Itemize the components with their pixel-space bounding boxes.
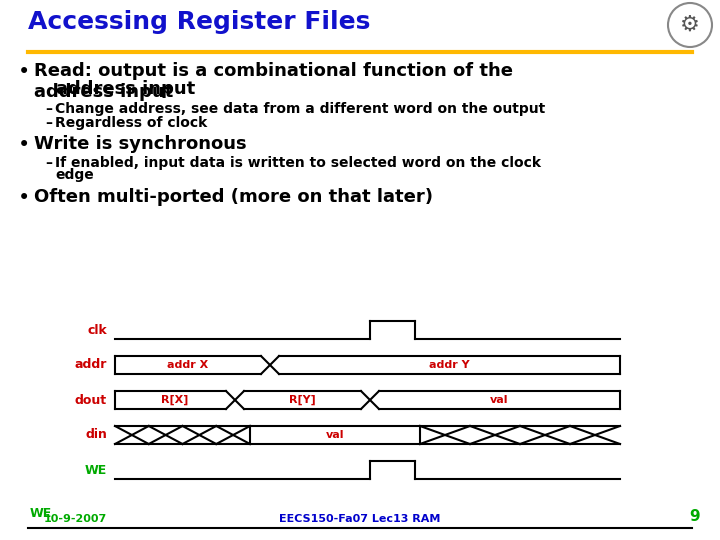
Text: edge: edge (55, 168, 94, 182)
Text: Often multi-ported (more on that later): Often multi-ported (more on that later) (34, 188, 433, 206)
Text: clk: clk (87, 323, 107, 336)
Text: addr: addr (75, 359, 107, 372)
Text: dout: dout (75, 394, 107, 407)
Text: val: val (325, 430, 344, 440)
Text: din: din (85, 429, 107, 442)
Text: EECS150-Fa07 Lec13 RAM: EECS150-Fa07 Lec13 RAM (279, 514, 441, 524)
Text: WE: WE (30, 507, 53, 520)
Text: ⚙: ⚙ (680, 15, 700, 35)
Text: WE: WE (85, 463, 107, 476)
Text: •: • (18, 188, 30, 208)
Text: –: – (45, 102, 52, 116)
Text: address input: address input (56, 80, 195, 98)
Text: •: • (18, 62, 30, 82)
Text: addr X: addr X (167, 360, 209, 370)
Text: Change address, see data from a different word on the output: Change address, see data from a differen… (55, 102, 545, 116)
Text: Read: output is a combinational function of the: Read: output is a combinational function… (34, 62, 513, 80)
Text: R[X]: R[X] (161, 395, 189, 405)
Text: R[Y]: R[Y] (289, 395, 316, 405)
Text: If enabled, input data is written to selected word on the clock: If enabled, input data is written to sel… (55, 156, 541, 170)
Text: –: – (45, 116, 52, 130)
Text: 9: 9 (689, 509, 700, 524)
Text: Write is synchronous: Write is synchronous (34, 135, 247, 153)
Text: Regardless of clock: Regardless of clock (55, 116, 207, 130)
Text: Accessing Register Files: Accessing Register Files (28, 10, 370, 34)
Text: 10-9-2007: 10-9-2007 (44, 514, 107, 524)
Text: –: – (45, 156, 52, 170)
Text: val: val (490, 395, 509, 405)
Text: •: • (18, 135, 30, 155)
Text: addr Y: addr Y (429, 360, 470, 370)
Text: address input: address input (34, 62, 174, 101)
